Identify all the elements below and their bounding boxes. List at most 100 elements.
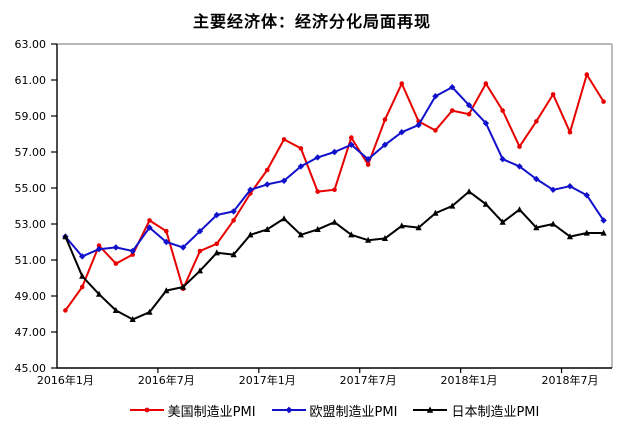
legend-item-us: 美国制造业PMI [129,401,256,420]
x-axis-tick-label: 2018年1月 [440,374,498,387]
data-point-marker [566,183,574,190]
data-point-marker [465,102,473,109]
data-point-marker [500,108,505,113]
data-point-marker [516,206,523,213]
data-point-marker [449,84,456,91]
y-axis-tick-label: 49.00 [14,289,47,303]
data-point-marker [180,283,187,290]
data-point-marker [449,202,456,209]
data-point-marker [62,233,69,240]
data-point-marker [348,141,355,148]
data-point-marker [79,272,86,279]
x-axis-tick-label: 2017年1月 [238,374,296,387]
data-point-marker [399,81,405,86]
data-point-marker [433,128,438,133]
data-point-marker [550,92,556,97]
data-point-marker [567,129,573,135]
data-point-marker [331,218,338,225]
data-point-marker [549,186,557,193]
x-axis-tick-label: 2018年7月 [541,374,599,387]
series-line-japan [64,190,605,321]
data-point-marker [534,119,539,124]
data-point-marker [264,167,270,173]
data-point-marker [516,163,523,170]
data-point-marker [315,189,320,194]
legend-item-japan: 日本制造业PMI [413,401,539,420]
data-point-marker [213,249,220,256]
data-point-marker [398,129,405,136]
data-point-marker [297,163,305,170]
data-point-marker [332,187,337,193]
legend-item-eu: 欧盟制造业PMI [271,401,398,420]
data-point-marker [432,93,439,100]
data-point-marker [79,253,86,260]
data-point-marker [230,251,237,258]
data-point-marker [197,248,203,254]
data-point-marker [146,308,153,315]
data-point-marker [129,247,136,255]
data-point-marker [381,235,389,241]
data-point-marker [164,228,169,234]
chart-title: 主要经济体：经济分化局面再现 [192,12,431,31]
legend: 美国制造业PMI 欧盟制造业PMI 日本制造业PMI [57,399,612,421]
data-point-marker [112,244,120,251]
y-axis-tick-label: 53.00 [14,217,47,231]
data-point-marker [415,224,422,231]
data-point-marker [147,218,152,223]
data-point-marker [196,228,204,235]
data-point-marker [231,218,236,223]
data-point-marker [213,211,220,219]
data-point-marker [566,233,574,240]
data-point-marker [600,217,607,224]
y-axis-tick-label: 59.00 [14,109,47,123]
data-point-marker [601,99,606,104]
legend-line-marker-us [129,407,164,413]
data-point-marker [129,316,136,322]
data-point-marker [130,252,135,257]
data-point-marker [247,231,254,238]
data-point-marker [264,181,271,188]
data-point-marker [63,308,68,313]
y-axis-tick-label: 63.00 [14,37,47,51]
data-point-marker [163,238,170,246]
legend-line-marker-eu [271,406,306,414]
data-point-marker [499,156,506,163]
data-point-marker [95,290,103,297]
y-axis-tick-label: 51.00 [14,253,47,267]
legend-line-marker-japan [413,406,448,413]
data-point-marker [280,215,288,222]
data-point-marker [382,117,388,122]
data-point-marker [196,267,204,274]
data-point-marker [482,120,490,127]
series-line-us [64,73,605,312]
data-point-marker [381,141,389,148]
data-point-marker [483,81,489,86]
data-point-marker [365,162,371,167]
y-axis-tick-label: 57.00 [14,145,47,159]
data-point-marker [79,284,85,290]
data-point-marker [600,229,607,236]
data-point-marker [95,246,103,253]
data-point-marker [465,188,473,195]
data-point-marker [314,226,321,232]
data-point-marker [96,243,102,248]
legend-label-eu: 欧盟制造业PMI [309,404,398,420]
data-point-marker [466,111,472,117]
data-point-marker [517,144,522,149]
data-point-marker [247,186,254,193]
data-point-marker [281,137,287,142]
data-point-marker [364,156,372,163]
legend-label-japan: 日本制造业PMI [451,404,540,420]
x-axis-tick-label: 2016年7月 [137,374,195,387]
data-point-marker [112,307,119,313]
data-point-marker [365,236,372,243]
y-axis-tick-label: 55.00 [14,181,47,195]
data-point-marker [584,72,590,77]
data-point-marker [230,208,237,215]
data-point-marker [264,226,271,232]
data-point-marker [298,146,304,151]
data-point-marker [449,108,455,113]
data-point-marker [432,209,439,216]
